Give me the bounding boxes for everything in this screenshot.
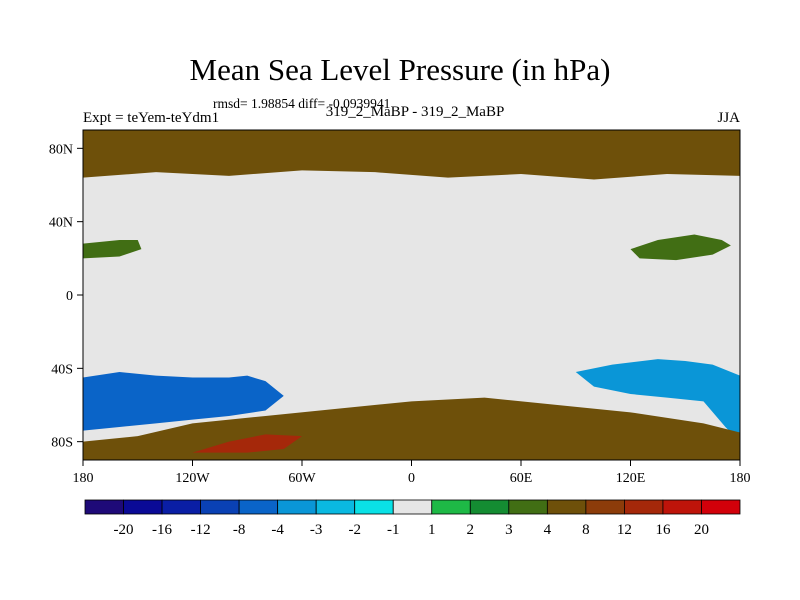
colorbar-swatch [354, 499, 394, 515]
colorbar-label: 1 [428, 522, 436, 538]
experiment-label: Expt = teYem-teYdm1 [83, 110, 220, 126]
y-tick-label: 40N [49, 216, 73, 231]
colorbar-swatch [123, 499, 163, 515]
colorbar-swatch [315, 499, 356, 515]
colorbar-swatch [84, 499, 124, 515]
x-tick-label: 120W [175, 471, 210, 486]
y-tick-label: 80N [49, 142, 73, 157]
season-label: JJA [717, 110, 740, 126]
colorbar-swatch [624, 499, 664, 515]
colorbar-label: -8 [233, 522, 246, 538]
x-tick-label: 120E [616, 471, 646, 486]
colorbar-label: 4 [544, 522, 552, 538]
colorbar-label: -4 [271, 522, 284, 538]
region-antarctic-strong-high [192, 434, 302, 453]
colorbar-label: -3 [310, 522, 323, 538]
colorbar-label: 3 [505, 522, 513, 538]
colorbar-label: -16 [152, 522, 172, 538]
colorbar-label: 20 [694, 522, 709, 538]
region-arctic-high [83, 130, 740, 180]
x-tick-label: 0 [408, 471, 415, 486]
y-tick-label: 40S [51, 362, 73, 377]
stats-text: rmsd= 1.98854 diff= -0.0939941 [213, 96, 391, 111]
colorbar-label: -1 [387, 522, 400, 538]
x-tick-label: 60W [288, 471, 316, 486]
colorbar-swatch [546, 499, 587, 515]
region-south-deep-low [83, 372, 284, 431]
colorbar-label: -2 [348, 522, 361, 538]
colorbar-swatch [161, 499, 201, 515]
x-tick-label: 60E [510, 471, 533, 486]
colorbar-swatch [508, 499, 548, 515]
x-tick-label: 180 [73, 471, 94, 486]
colorbar-label: 8 [582, 522, 590, 538]
region-south-low-east [575, 359, 740, 442]
y-tick-label: 80S [51, 436, 73, 451]
colorbar-label: -12 [191, 522, 211, 538]
region-atlantic-high [83, 240, 142, 259]
colorbar-swatch [701, 499, 741, 515]
colorbar-label: 2 [467, 522, 475, 538]
x-tick-label: 180 [730, 471, 751, 486]
colorbar-swatch [662, 499, 702, 515]
colorbar-label: 12 [617, 522, 632, 538]
y-tick-label: 0 [66, 289, 73, 304]
colorbar-swatch [238, 499, 279, 515]
colorbar-label: -20 [114, 522, 134, 538]
colorbar-swatch [200, 499, 240, 515]
colorbar-swatch [585, 499, 625, 515]
colorbar-swatch [469, 499, 510, 515]
colorbar-swatch [392, 499, 433, 515]
colorbar-swatch [431, 499, 471, 515]
chart-title: Mean Sea Level Pressure (in hPa) [189, 52, 611, 87]
region-pacific-high [630, 234, 731, 261]
colorbar-swatch [277, 499, 317, 515]
colorbar-label: 16 [655, 522, 671, 538]
run-label: 319_2_MaBP - 319_2_MaBP [325, 104, 505, 120]
region-layer [83, 130, 740, 460]
